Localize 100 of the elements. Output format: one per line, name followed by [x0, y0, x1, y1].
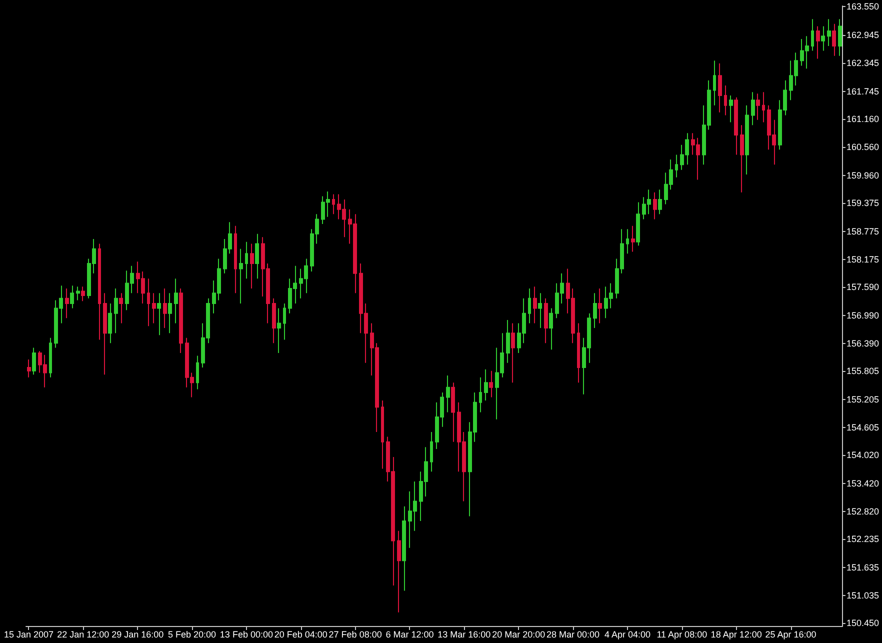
candlestick: [740, 124, 744, 193]
x-tick-label: 28 Mar 00:00: [546, 630, 600, 640]
candlestick: [239, 248, 243, 304]
candlestick: [762, 92, 765, 123]
candlestick: [397, 530, 401, 613]
candlestick: [381, 400, 384, 470]
y-tick-label: 156.990: [846, 310, 880, 320]
x-tick-label: 22 Jan 12:00: [57, 630, 110, 640]
candlestick: [70, 285, 74, 309]
candlestick: [713, 60, 716, 106]
candlestick: [163, 288, 167, 329]
candlestick: [250, 243, 254, 289]
candlestick: [174, 278, 178, 324]
candlestick: [179, 288, 183, 354]
y-tick-label: 160.560: [846, 142, 880, 152]
y-tick-label: 161.745: [846, 86, 880, 96]
candlestick: [114, 288, 118, 334]
candlestick: [729, 94, 733, 123]
y-tick-label: 152.235: [846, 534, 880, 544]
y-tick-label: 162.945: [846, 30, 880, 40]
candlestick: [506, 320, 510, 364]
y-tick-label: 154.605: [846, 422, 880, 433]
candlestick: [108, 303, 112, 344]
x-tick-label: 25 Apr 16:00: [765, 630, 816, 640]
y-tick-label: 151.635: [846, 562, 880, 572]
candlestick: [283, 303, 286, 340]
x-tick-label: 6 Mar 12:00: [386, 630, 434, 640]
y-tick-label: 151.035: [846, 590, 880, 601]
candlestick: [756, 93, 760, 120]
candlestick: [538, 292, 542, 329]
candlestick: [577, 322, 580, 384]
x-tick-label: 4 Apr 04:00: [604, 630, 650, 640]
y-tick-label: 152.820: [846, 506, 880, 517]
candlestick: [81, 286, 85, 302]
candlestick: [821, 26, 825, 52]
x-tick-label: 5 Feb 20:00: [168, 630, 216, 640]
y-tick-label: 154.020: [846, 450, 880, 460]
candlestick: [544, 298, 548, 344]
candlestick: [430, 432, 433, 472]
candlestick: [27, 359, 31, 378]
candlestick: [675, 154, 678, 178]
candlestick: [718, 62, 722, 113]
candlestick: [98, 243, 101, 340]
candlestick: [816, 26, 820, 60]
candlestick: [724, 85, 727, 116]
candlestick: [626, 228, 629, 254]
y-tick-label: 162.345: [846, 58, 880, 68]
x-tick-label: 13 Feb 00:00: [220, 630, 273, 640]
y-tick-label: 161.160: [846, 114, 880, 124]
y-tick-label: 159.375: [846, 198, 880, 208]
candlestick: [103, 292, 107, 376]
candlestick: [658, 189, 662, 215]
candlestick: [272, 298, 276, 344]
candlestick: [119, 292, 123, 324]
y-tick-label: 158.775: [846, 226, 880, 236]
candlestick: [196, 355, 199, 390]
candlestick: [332, 194, 335, 215]
candlestick: [49, 337, 52, 378]
candlestick: [65, 288, 69, 319]
y-tick-label: 153.420: [846, 478, 880, 488]
candlestick: [528, 288, 531, 324]
x-tick-label: 11 Apr 08:00: [656, 630, 708, 640]
candlestick: [827, 18, 831, 47]
candlestick: [489, 370, 493, 398]
x-tick-label: 18 Apr 12:00: [710, 630, 762, 640]
x-tick-label: 20 Mar 20:00: [492, 630, 546, 640]
candlestick: [484, 368, 488, 402]
y-tick-label: 163.550: [846, 1, 880, 12]
candlestick: [245, 241, 248, 280]
y-tick-label: 150.450: [846, 618, 880, 628]
candlestick: [593, 292, 597, 329]
candlestick: [446, 375, 450, 413]
y-tick-label: 157.590: [846, 282, 880, 292]
candlestick: [533, 286, 537, 324]
candlestick: [549, 308, 553, 350]
x-tick-label: 13 Mar 16:00: [438, 630, 491, 640]
candlestick: [32, 347, 36, 376]
candlestick: [147, 278, 150, 327]
candlestick: [636, 202, 640, 246]
x-tick-label: 15 Jan 2007: [4, 630, 54, 640]
candlestick: [811, 18, 814, 52]
candlestick: [402, 506, 406, 592]
candlestick: [76, 286, 80, 301]
candlestick: [157, 292, 161, 336]
candlestick: [152, 292, 156, 324]
candlestick: [631, 225, 635, 252]
y-tick-label: 156.390: [846, 338, 880, 349]
y-tick-label: 159.960: [846, 170, 880, 180]
candlestick: [653, 192, 657, 220]
y-tick-label: 155.805: [846, 366, 880, 376]
candlestick: [511, 322, 515, 384]
candlestick: [451, 382, 455, 442]
x-tick-label: 29 Jan 16:00: [112, 630, 164, 640]
candlestick: [832, 23, 836, 56]
x-tick-label: 20 Feb 04:00: [274, 630, 328, 640]
candlestick: [277, 308, 281, 354]
candlestick: [234, 225, 237, 294]
y-tick-label: 155.205: [846, 394, 880, 404]
x-tick-label: 27 Feb 08:00: [328, 630, 382, 640]
candlestick: [255, 233, 259, 280]
